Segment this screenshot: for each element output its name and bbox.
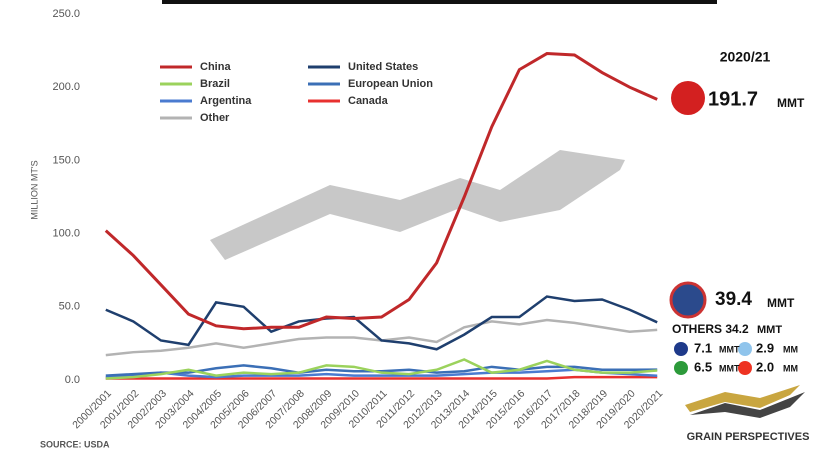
y-tick-label: 0.0 (65, 374, 80, 386)
legend-label: Brazil (200, 78, 230, 90)
series-line (105, 375, 658, 380)
annotation: 2.0 (756, 359, 774, 374)
legend-label: European Union (348, 78, 433, 90)
flag (738, 342, 752, 356)
annotation: MM (783, 344, 798, 354)
flag (674, 342, 688, 356)
flag (671, 81, 705, 115)
y-tick-label: 200.0 (52, 81, 80, 93)
legend-label: United States (348, 61, 418, 73)
source: SOURCE: USDA (40, 439, 110, 449)
brand: GRAIN PERSPECTIVES (687, 431, 810, 443)
legend-label: Other (200, 112, 230, 124)
decor (210, 150, 625, 260)
title-bar (162, 0, 717, 4)
annotation: 6.5 (694, 359, 712, 374)
series-line (105, 295, 658, 351)
flag (674, 361, 688, 375)
y-tick-label: 50.0 (59, 301, 80, 313)
logo (685, 385, 800, 412)
y-tick-label: 150.0 (52, 154, 80, 166)
legend-label: Argentina (200, 95, 252, 107)
annotation: MMT (719, 363, 740, 373)
annotation: 2020/21 (720, 49, 771, 65)
series-line (104, 52, 658, 331)
annotation: MMT (767, 296, 795, 310)
logo (690, 392, 805, 418)
annotation: 2.9 (756, 340, 774, 355)
annotation: MMT (719, 344, 740, 354)
annotation: MMT (777, 96, 805, 110)
y-axis-label: MILLION MT'S (29, 160, 39, 219)
annotation: MMT (757, 324, 782, 336)
flag (738, 361, 752, 375)
annotation: 191.7 (708, 88, 758, 110)
annotation: 39.4 (715, 289, 752, 310)
annotation: MM (783, 363, 798, 373)
flag (669, 281, 707, 319)
series-line (105, 358, 658, 380)
y-tick-label: 100.0 (52, 228, 80, 240)
series-line (105, 368, 658, 379)
annotation: 7.1 (694, 340, 712, 355)
annotation: OTHERS 34.2 (672, 322, 749, 336)
y-tick-label: 250.0 (52, 8, 80, 20)
legend-label: China (200, 61, 231, 73)
legend-label: Canada (348, 95, 389, 107)
series-line (105, 318, 658, 357)
